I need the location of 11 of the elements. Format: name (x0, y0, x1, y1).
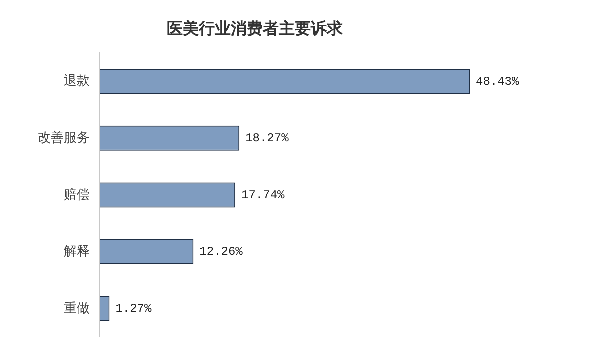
data-label: 48.43% (476, 74, 520, 89)
y-tick-label: 改善服务 (38, 130, 90, 145)
y-tick-label: 赔偿 (64, 186, 90, 202)
y-tick-label: 重做 (64, 300, 90, 316)
y-tick-label: 解释 (64, 244, 90, 259)
data-label: 1.27% (116, 302, 153, 316)
data-label: 12.26% (200, 245, 244, 260)
y-tick-label: 退款 (64, 73, 90, 88)
chart-title: 医美行业消费者主要诉求 (167, 19, 344, 38)
data-label: 17.74% (242, 188, 286, 202)
data-label: 18.27% (246, 132, 290, 146)
